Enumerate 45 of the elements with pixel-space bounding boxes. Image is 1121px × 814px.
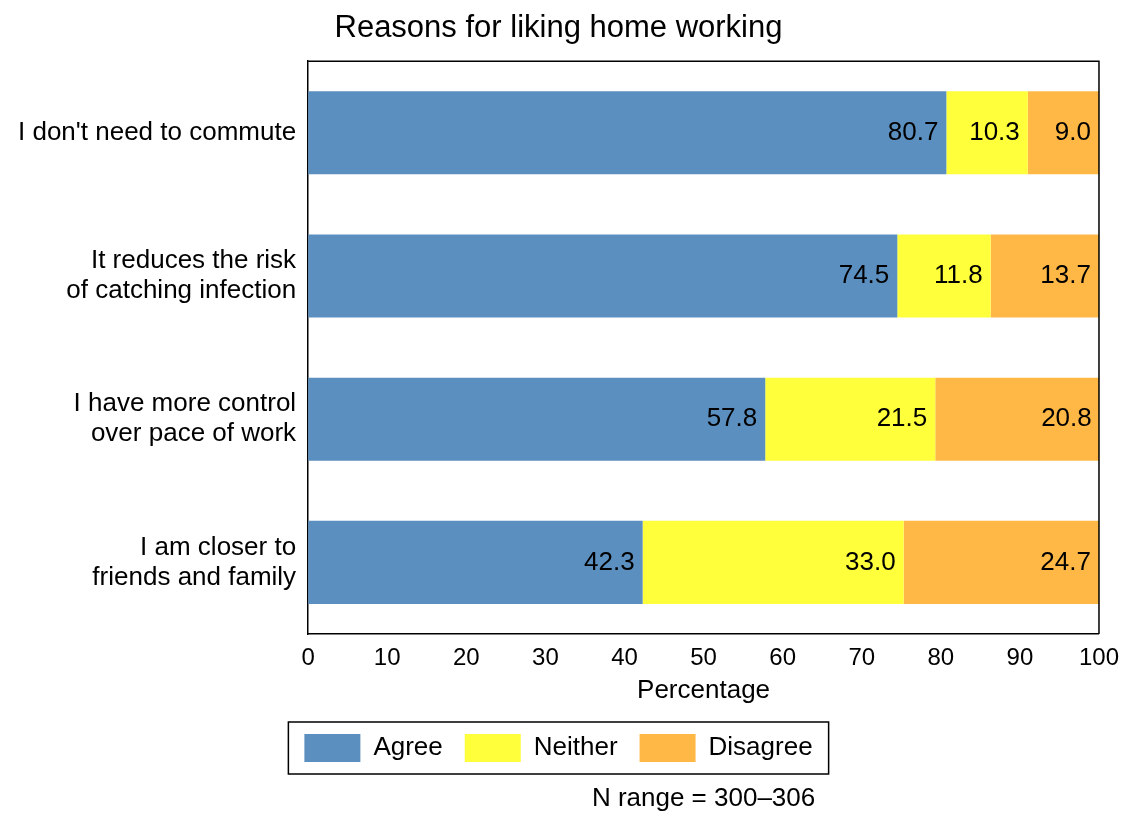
data-label: 9.0 — [1054, 115, 1091, 146]
x-tick-label: 90 — [1006, 643, 1034, 671]
data-label: 11.8 — [933, 259, 983, 290]
text: N range = 300–306 — [591, 782, 816, 813]
bar — [903, 520, 1099, 604]
data-label: 20.8 — [1041, 402, 1092, 433]
y-tick-label: I have more control over pace of work — [73, 387, 298, 448]
bar — [990, 234, 1099, 318]
x-tick-label: 40 — [611, 643, 638, 671]
bar — [308, 91, 947, 175]
x-tick-label: 0 — [301, 643, 315, 671]
chart-title: Reasons for liking home working — [334, 9, 783, 45]
x-tick-label: 80 — [927, 643, 955, 671]
x-tick-label: 100 — [1078, 643, 1119, 671]
x-tick-label: 50 — [690, 643, 717, 671]
x-tick-label: 10 — [373, 643, 401, 671]
data-label: 10.3 — [969, 115, 1020, 146]
bar — [308, 377, 766, 461]
data-label: 24.7 — [1040, 545, 1091, 576]
data-label: 13.7 — [1040, 259, 1091, 290]
data-label: 80.7 — [887, 115, 939, 146]
legend-label: Neither — [533, 731, 618, 762]
y-tick-label: I don't need to commute — [17, 115, 297, 146]
data-label: 42.3 — [584, 545, 635, 576]
bar — [935, 377, 1099, 461]
data-label: 74.5 — [838, 259, 890, 290]
y-tick-label: I am closer to friends and family — [92, 530, 297, 591]
x-tick-label: 70 — [848, 643, 876, 671]
bar — [308, 234, 898, 318]
bar — [765, 377, 936, 461]
bar — [946, 91, 1028, 175]
bar — [1027, 91, 1099, 175]
bar — [897, 234, 991, 318]
legend-label: Disagree — [708, 731, 813, 762]
legend-label: Agree — [373, 731, 443, 762]
x-axis-title: Percentage — [637, 673, 771, 704]
data-label: 33.0 — [845, 545, 896, 576]
x-tick-label: 30 — [532, 643, 559, 671]
data-label: 57.8 — [706, 402, 758, 433]
data-label: 21.5 — [876, 402, 928, 433]
bar — [308, 520, 643, 604]
bar — [642, 520, 904, 604]
x-tick-label: 60 — [769, 643, 796, 671]
y-tick-label: It reduces the risk of catching infection — [66, 244, 298, 305]
x-tick-label: 20 — [452, 643, 480, 671]
